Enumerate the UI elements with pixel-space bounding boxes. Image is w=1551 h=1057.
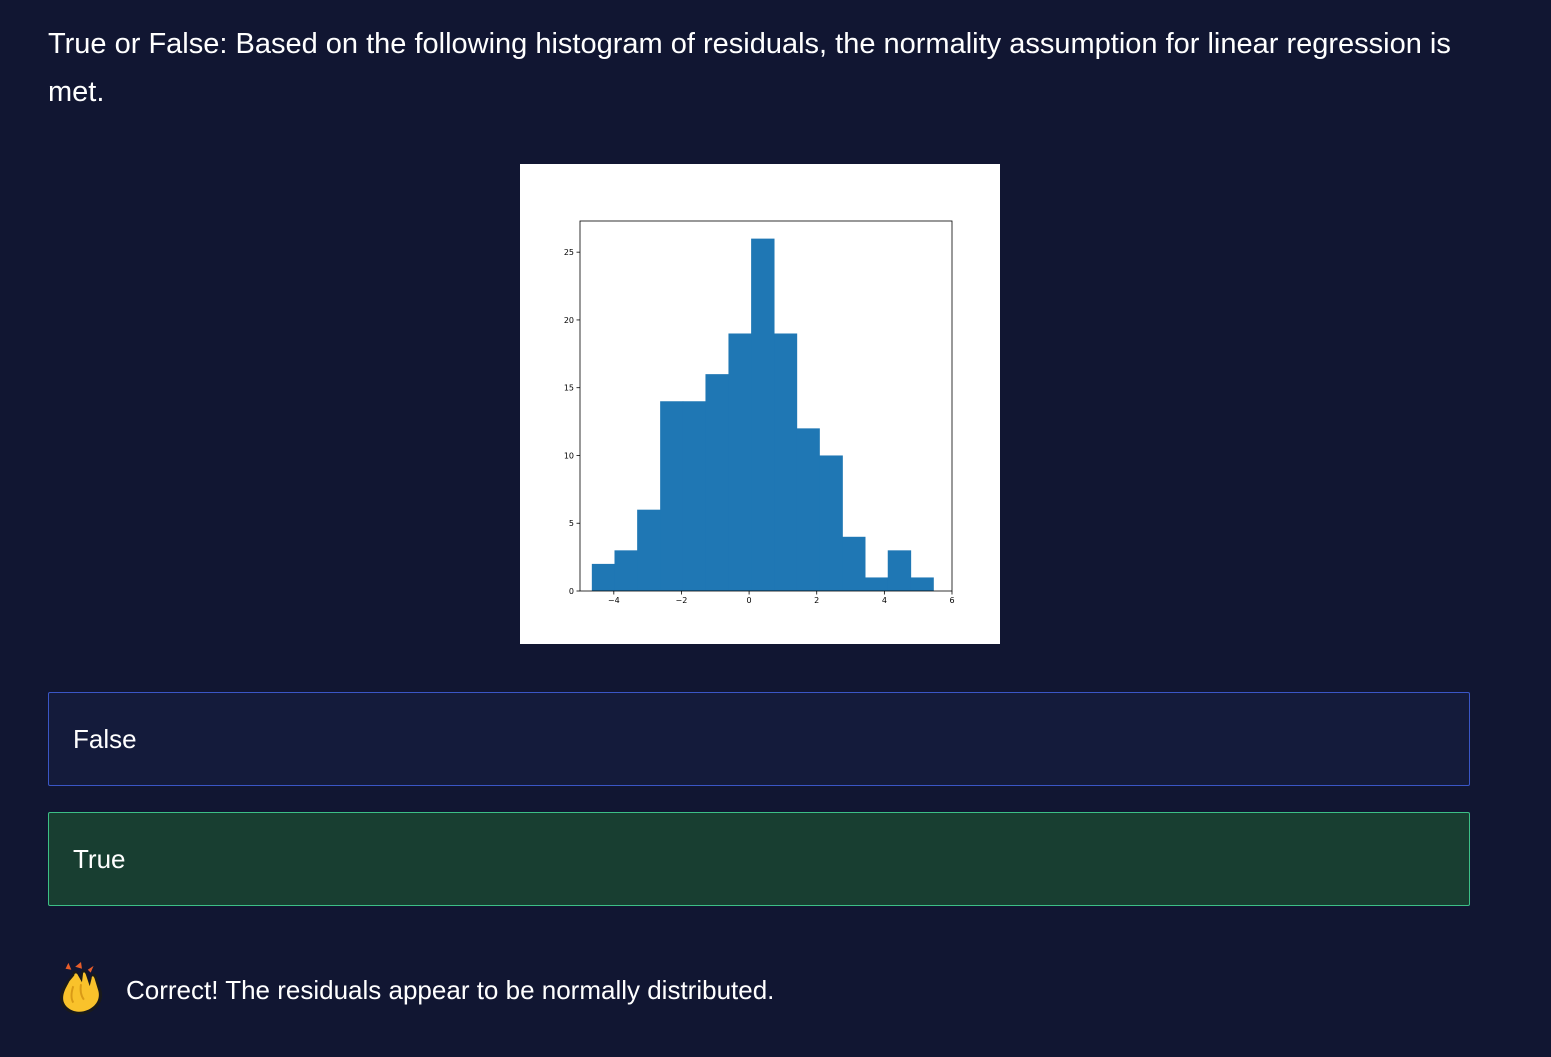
residuals-histogram: −4 −2 0 2 4 6 0 5 10 15 20 25 <box>520 164 1000 644</box>
clapping-hands-icon <box>59 961 103 1015</box>
histogram-bar <box>887 550 912 591</box>
histogram-bar <box>910 577 934 591</box>
y-tick-label: 20 <box>564 316 574 325</box>
histogram-bar <box>796 428 820 591</box>
histogram-bar <box>660 401 684 591</box>
histogram-bar <box>637 509 661 591</box>
x-tick-label: −4 <box>608 596 620 605</box>
histogram-bar <box>705 374 729 591</box>
x-tick-label: 4 <box>882 596 887 605</box>
histogram-bar <box>682 401 706 591</box>
x-tick-label: 0 <box>747 596 752 605</box>
y-tick-label: 0 <box>569 587 574 596</box>
y-tick-label: 15 <box>564 384 574 393</box>
question-text: True or False: Based on the following hi… <box>48 28 1451 108</box>
plot-frame <box>579 220 953 592</box>
histogram-bar <box>842 536 866 591</box>
y-tick-label: 10 <box>564 451 574 460</box>
histogram-svg: −4 −2 0 2 4 6 0 5 10 15 20 25 <box>564 220 955 605</box>
histogram-bar <box>865 577 889 591</box>
x-tick-label: 2 <box>814 596 819 605</box>
x-tick-label: −2 <box>676 596 688 605</box>
option-true[interactable]: True <box>48 812 1470 906</box>
option-false[interactable]: False <box>48 692 1470 786</box>
histogram-bar <box>614 550 638 591</box>
histogram-bar <box>774 333 798 591</box>
y-tick-label: 25 <box>564 248 574 257</box>
y-tick-label: 5 <box>569 519 574 528</box>
histogram-bar <box>591 563 615 591</box>
x-tick-label: 6 <box>949 596 954 605</box>
feedback-message: Correct! The residuals appear to be norm… <box>52 960 774 1020</box>
histogram-bar <box>728 333 752 591</box>
option-true-label: True <box>73 844 126 874</box>
histogram-bar <box>819 455 843 591</box>
option-false-label: False <box>73 724 137 754</box>
histogram-bar <box>751 238 775 591</box>
feedback-text: Correct! The residuals appear to be norm… <box>126 974 775 1005</box>
